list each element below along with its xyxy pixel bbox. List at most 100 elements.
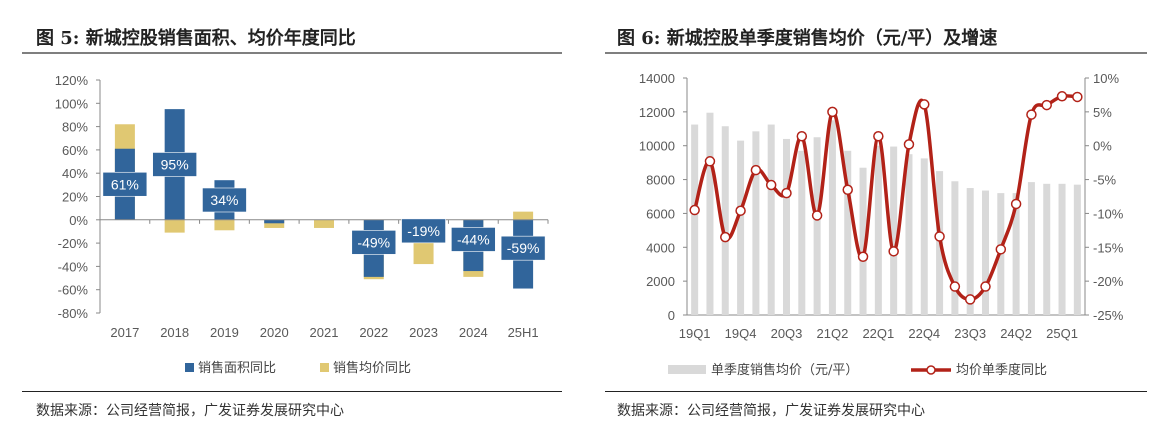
x-tick-label: 20Q3 bbox=[771, 326, 803, 341]
y-tick-label: -20% bbox=[58, 236, 89, 251]
left-y-tick-label: 0 bbox=[668, 308, 675, 323]
bar-avg-price bbox=[874, 145, 882, 315]
line-yoy-marker bbox=[888, 246, 899, 257]
line-yoy-marker bbox=[857, 251, 869, 263]
right-y-tick-label: -25% bbox=[1093, 308, 1124, 323]
x-tick-label: 22Q4 bbox=[908, 326, 940, 341]
right-y-tick-label: -5% bbox=[1093, 173, 1117, 188]
x-tick-label: 19Q4 bbox=[725, 326, 757, 341]
data-label-box bbox=[102, 171, 148, 197]
line-yoy-marker bbox=[934, 231, 945, 242]
line-yoy-marker bbox=[765, 179, 777, 191]
y-tick-label: 120% bbox=[55, 73, 89, 88]
bar-avg-price bbox=[721, 126, 729, 315]
data-label-box bbox=[202, 187, 247, 213]
x-tick-label: 2017 bbox=[110, 325, 139, 340]
line-yoy-marker bbox=[827, 106, 838, 118]
right-y-tick-label: 5% bbox=[1093, 105, 1112, 120]
bar-avg-price bbox=[966, 188, 974, 315]
data-label-box bbox=[152, 152, 197, 177]
legend-label-area: 销售面积同比 bbox=[198, 360, 276, 376]
bar-avg-price bbox=[1012, 193, 1020, 315]
left-source: 数据来源：公司经营简报，广发证券发展研究中心 bbox=[36, 403, 344, 419]
left-y-tick-label: 2000 bbox=[646, 274, 675, 289]
left-chart: -80% -60% -40% -20% 0% 20% 40% 60% 80% 100% 120% 20… bbox=[55, 73, 549, 376]
line-yoy-marker bbox=[1056, 91, 1068, 102]
data-label: 34% bbox=[210, 192, 238, 208]
data-label: 61% bbox=[111, 176, 139, 192]
y-tick-label: -40% bbox=[58, 259, 89, 274]
right-y-tick-label: -10% bbox=[1093, 206, 1124, 221]
y-tick-label: 60% bbox=[62, 143, 88, 158]
y-tick-label: -60% bbox=[58, 283, 89, 298]
bar-avg-price bbox=[982, 190, 989, 315]
x-tick-label: 2021 bbox=[310, 325, 339, 340]
left-y-tick-label: 10000 bbox=[639, 139, 675, 154]
bar-avg-price bbox=[890, 146, 898, 315]
left-chart-title: 图 5: 新城控股销售面积、均价年度同比 bbox=[36, 28, 356, 49]
bar-avg-price bbox=[767, 124, 775, 315]
x-tick-label: 22Q1 bbox=[862, 326, 894, 341]
x-tick-label: 25Q1 bbox=[1046, 326, 1078, 341]
bar-avg-price bbox=[737, 140, 745, 315]
line-yoy-marker bbox=[873, 130, 884, 142]
data-label: -49% bbox=[357, 234, 390, 250]
line-yoy-marker bbox=[903, 139, 915, 150]
right-title-rule bbox=[605, 52, 1147, 54]
line-yoy-marker bbox=[1026, 109, 1037, 120]
bar-avg-price bbox=[905, 154, 913, 315]
legend-swatch-price bbox=[320, 363, 329, 372]
line-yoy-marker bbox=[964, 294, 976, 305]
right-source-rule bbox=[605, 391, 1147, 392]
line-yoy-marker bbox=[1072, 91, 1083, 103]
right-chart: 0 2000 4000 6000 8000 10000 12000 14000 -25% -20%… bbox=[639, 71, 1124, 378]
data-label-box bbox=[451, 227, 496, 252]
bar-avg-price bbox=[951, 181, 959, 315]
legend-label-price: 销售均价同比 bbox=[333, 360, 411, 376]
line-yoy-marker bbox=[796, 130, 808, 142]
data-label-box bbox=[351, 230, 397, 255]
line-yoy-marker bbox=[781, 187, 792, 199]
line-yoy-marker bbox=[949, 281, 961, 292]
right-y-tick-label: -15% bbox=[1093, 240, 1124, 255]
bar-price-yoy bbox=[513, 211, 534, 220]
bar-avg-price bbox=[706, 112, 714, 315]
left-title-rule bbox=[22, 52, 562, 54]
line-yoy bbox=[692, 94, 1078, 302]
line-yoy-marker bbox=[1010, 198, 1022, 210]
bar-avg-price bbox=[691, 124, 699, 315]
legend-swatch-bar bbox=[668, 365, 706, 374]
left-y-tick-label: 8000 bbox=[646, 173, 675, 188]
x-tick-label: 2024 bbox=[459, 325, 488, 340]
data-label: 95% bbox=[161, 156, 189, 172]
left-y-tick-label: 12000 bbox=[639, 105, 675, 120]
x-tick-label: 2023 bbox=[409, 325, 438, 340]
bar-avg-price bbox=[828, 120, 836, 315]
line-yoy-marker bbox=[750, 164, 762, 176]
bar-price-yoy bbox=[314, 219, 334, 228]
x-tick-label: 21Q2 bbox=[817, 326, 849, 341]
line-yoy-marker bbox=[704, 156, 716, 167]
bar-avg-price bbox=[1073, 184, 1081, 315]
bar-avg-price bbox=[859, 167, 867, 315]
line-yoy-marker bbox=[1041, 99, 1052, 111]
bar-avg-price bbox=[1043, 183, 1051, 315]
legend-marker-yoy bbox=[926, 365, 936, 375]
right-chart-title: 图 6: 新城控股单季度销售均价（元/平）及增速 bbox=[617, 28, 998, 49]
bar-area-yoy bbox=[264, 219, 285, 224]
bar-price-yoy bbox=[264, 219, 285, 228]
line-yoy-marker bbox=[735, 205, 746, 216]
data-label: -44% bbox=[457, 231, 490, 247]
right-y-tick-label: 10% bbox=[1093, 71, 1119, 86]
y-tick-label: -80% bbox=[58, 306, 89, 321]
left-y-tick-label: 4000 bbox=[646, 240, 675, 255]
x-tick-label: 2018 bbox=[160, 325, 189, 340]
data-label: -19% bbox=[407, 223, 440, 239]
bar-avg-price bbox=[798, 150, 806, 315]
bar-avg-price bbox=[844, 150, 852, 315]
bar-avg-price bbox=[1058, 183, 1066, 315]
bar-price-yoy bbox=[164, 219, 185, 233]
x-tick-label: 2022 bbox=[359, 325, 388, 340]
bar-avg-price bbox=[783, 138, 790, 315]
bar-price-yoy bbox=[214, 219, 235, 231]
